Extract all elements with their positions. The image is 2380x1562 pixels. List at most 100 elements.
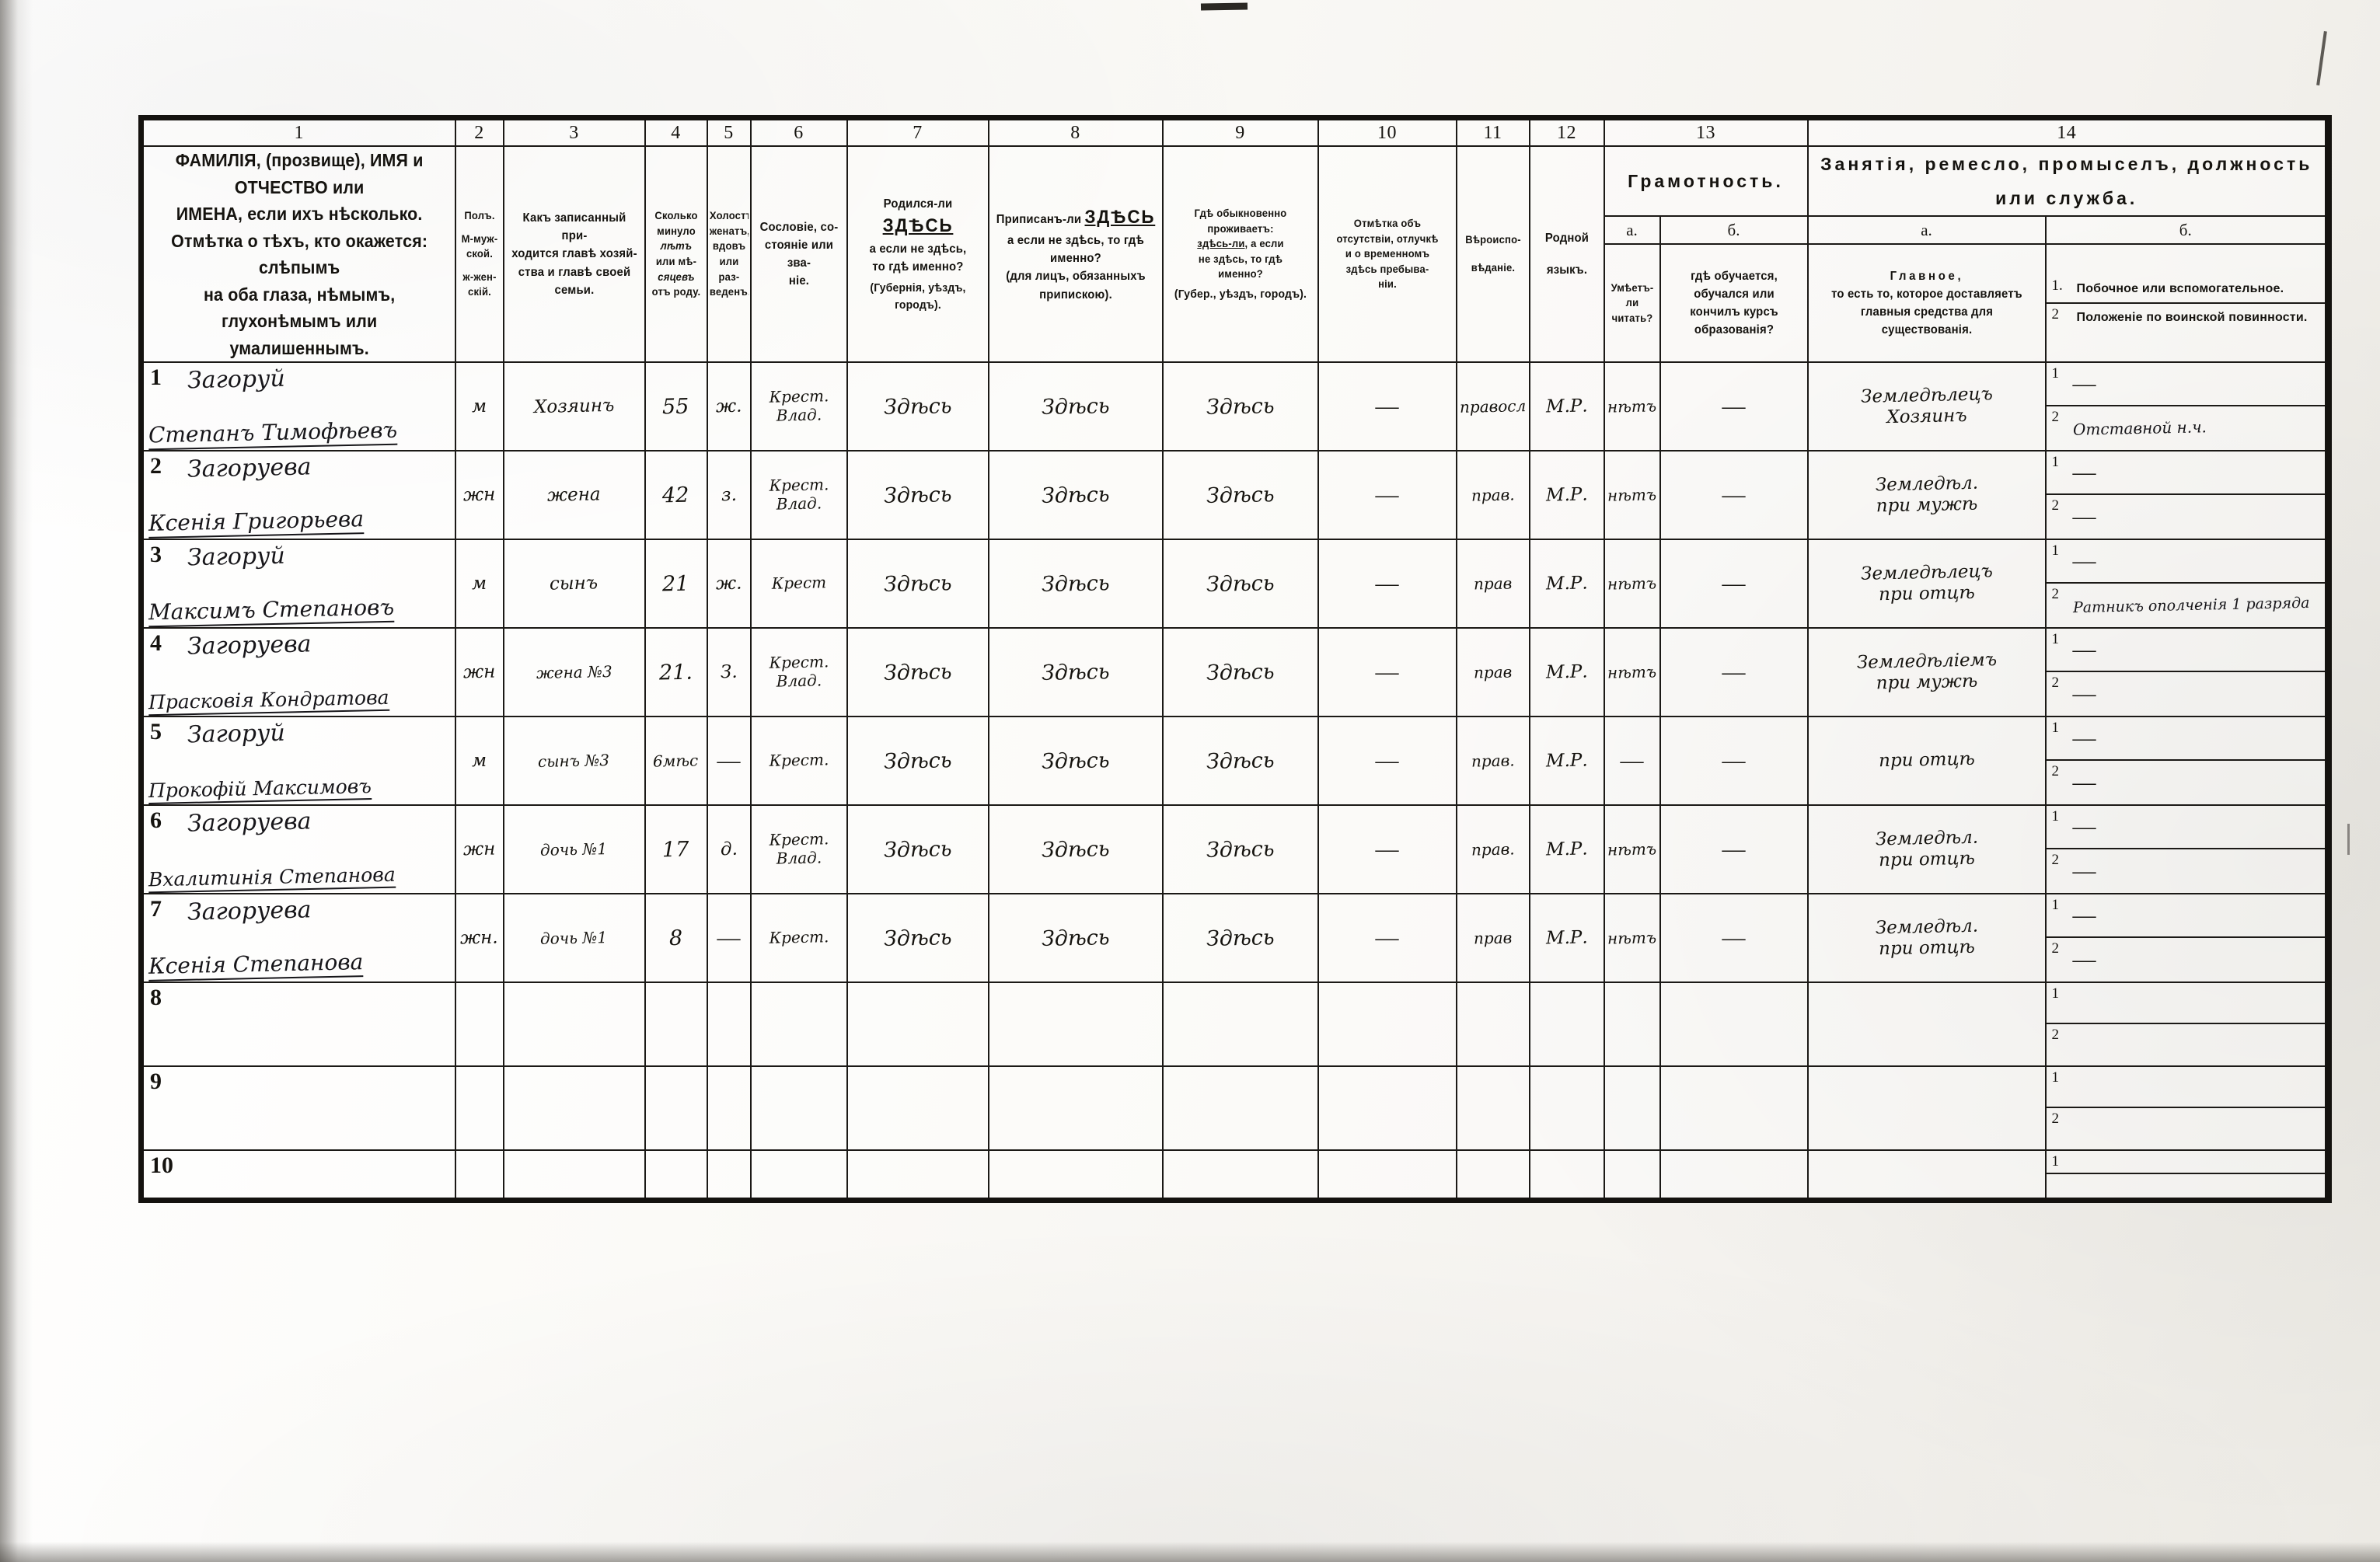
cell-age[interactable]: 55 [644,361,708,452]
cell-relation[interactable]: сынъ №3 [502,716,646,806]
cell-absence[interactable]: — [1317,627,1457,717]
cell-relation[interactable]: жена №3 [502,627,646,717]
cell-residence[interactable] [1161,981,1319,1067]
cell-sex[interactable]: жн [454,627,504,717]
occupation-side-subcell[interactable]: 1 — [2047,718,2325,761]
cell-age[interactable]: 21. [644,627,708,717]
military-status-subcell[interactable]: 2 [2047,1108,2326,1149]
cell-marital[interactable] [706,981,752,1067]
table-row[interactable]: 5 Загоруй Прокофій Максимовъ м сынъ №3 6… [140,716,2329,806]
cell-sex[interactable] [454,1065,504,1151]
cell-occupation-main[interactable] [1806,1065,2047,1151]
cell-name[interactable]: 1 Загоруй Степанъ Тимофѣевъ [140,361,456,452]
cell-estate[interactable] [749,1065,848,1151]
cell-birthplace[interactable]: Здѣсь [846,893,989,983]
cell-birthplace[interactable] [846,981,989,1067]
cell-relation[interactable]: дочь №1 [502,893,646,983]
cell-sex[interactable]: м [454,539,504,629]
table-row[interactable]: 3 Загоруй Максимъ Степановъ м сынъ 21 ж.… [140,539,2329,629]
cell-literacy-read[interactable]: нѣтъ [1603,361,1661,452]
cell-name[interactable]: 8 [140,981,456,1067]
cell-literacy-school[interactable]: — [1659,450,1809,540]
military-status-subcell[interactable]: 2 — [2047,938,2326,981]
cell-residence[interactable] [1161,1065,1319,1151]
cell-estate[interactable] [749,1149,848,1201]
cell-residence[interactable]: Здѣсь [1161,716,1319,806]
cell-religion[interactable] [1455,981,1530,1067]
cell-absence[interactable]: — [1317,450,1457,540]
cell-literacy-school[interactable]: — [1659,716,1809,806]
table-row[interactable]: 9 1 2 [140,1065,2329,1151]
cell-residence[interactable]: Здѣсь [1161,361,1319,452]
occupation-side-subcell[interactable]: 1 — [2047,629,2325,672]
cell-registration[interactable]: Здѣсь [987,804,1164,894]
cell-name[interactable]: 9 [140,1065,456,1151]
cell-literacy-read[interactable]: — [1603,716,1661,806]
cell-age[interactable] [644,1065,708,1151]
occupation-side-subcell[interactable]: 1 — [2047,541,2325,584]
cell-literacy-school[interactable]: — [1659,361,1809,452]
occupation-side-subcell[interactable]: 1 — [2047,452,2325,495]
cell-age[interactable] [644,981,708,1067]
cell-relation[interactable]: жена [502,450,646,540]
cell-name[interactable]: 10 [140,1149,456,1201]
cell-birthplace[interactable]: Здѣсь [846,539,989,629]
cell-occupation-side-military[interactable]: 1 [2044,1149,2329,1201]
cell-language[interactable]: М.Р. [1528,361,1605,452]
cell-religion[interactable] [1455,1149,1530,1201]
cell-name[interactable]: 7 Загоруева Ксенія Степанова [140,893,456,983]
table-row[interactable]: 2 Загоруева Ксенія Григорьева жн жена 42… [140,450,2329,540]
cell-marital[interactable]: з. [706,450,752,540]
cell-residence[interactable] [1161,1149,1319,1201]
cell-name[interactable]: 4 Загоруева Прасковія Кондратова [140,627,456,717]
cell-occupation-side-military[interactable]: 1 2 [2044,981,2329,1067]
cell-religion[interactable]: прав [1455,539,1530,629]
cell-religion[interactable] [1455,1065,1530,1151]
occupation-side-subcell[interactable]: 1 [2047,1068,2325,1108]
cell-sex[interactable]: жн [454,804,504,894]
cell-residence[interactable]: Здѣсь [1161,450,1319,540]
table-row[interactable]: 8 1 2 [140,981,2329,1067]
cell-religion[interactable]: прав. [1455,716,1530,806]
cell-residence[interactable]: Здѣсь [1161,627,1319,717]
cell-birthplace[interactable] [846,1149,989,1201]
cell-registration[interactable]: Здѣсь [987,627,1164,717]
cell-occupation-main[interactable]: Земледѣл. при отцѣ [1806,893,2047,983]
cell-language[interactable]: М.Р. [1528,716,1605,806]
cell-literacy-read[interactable]: нѣтъ [1603,450,1661,540]
cell-marital[interactable]: — [706,893,752,983]
cell-age[interactable]: 6мѣс [644,716,708,806]
cell-registration[interactable]: Здѣсь [987,450,1164,540]
cell-literacy-read[interactable] [1603,981,1661,1067]
military-status-subcell[interactable]: 2 [2047,1024,2326,1065]
cell-registration[interactable] [987,981,1164,1067]
cell-marital[interactable] [706,1065,752,1151]
cell-occupation-side-military[interactable]: 1 — 2 Ратникъ ополченія 1 разряда [2044,539,2329,629]
cell-sex[interactable]: жн [454,450,504,540]
military-status-subcell[interactable]: 2 Отставной н.ч. [2047,406,2326,449]
occupation-side-subcell[interactable]: 1 [2047,984,2325,1024]
cell-occupation-side-military[interactable]: 1 — 2 — [2044,893,2329,983]
military-status-subcell[interactable]: 2 — [2047,672,2326,715]
cell-name[interactable]: 3 Загоруй Максимъ Степановъ [140,539,456,629]
cell-literacy-read[interactable]: нѣтъ [1603,539,1661,629]
cell-age[interactable]: 17 [644,804,708,894]
cell-language[interactable] [1528,1065,1605,1151]
cell-absence[interactable] [1317,981,1457,1067]
cell-estate[interactable]: Крест [749,539,848,629]
cell-birthplace[interactable] [846,1065,989,1151]
cell-literacy-read[interactable] [1603,1149,1661,1201]
cell-literacy-read[interactable]: нѣтъ [1603,804,1661,894]
occupation-side-subcell[interactable]: 1 — [2047,895,2325,938]
table-row[interactable]: 10 1 [140,1149,2329,1201]
military-status-subcell[interactable]: 2 — [2047,761,2326,804]
cell-occupation-main[interactable]: Земледѣліемъ при мужѣ [1806,627,2047,717]
cell-literacy-read[interactable]: нѣтъ [1603,893,1661,983]
military-status-subcell[interactable]: 2 — [2047,849,2326,892]
cell-age[interactable]: 21 [644,539,708,629]
cell-sex[interactable] [454,1149,504,1201]
cell-estate[interactable]: Крест. Влад. [749,361,848,452]
cell-residence[interactable]: Здѣсь [1161,893,1319,983]
cell-religion[interactable]: правосл [1455,361,1530,452]
cell-absence[interactable] [1317,1065,1457,1151]
